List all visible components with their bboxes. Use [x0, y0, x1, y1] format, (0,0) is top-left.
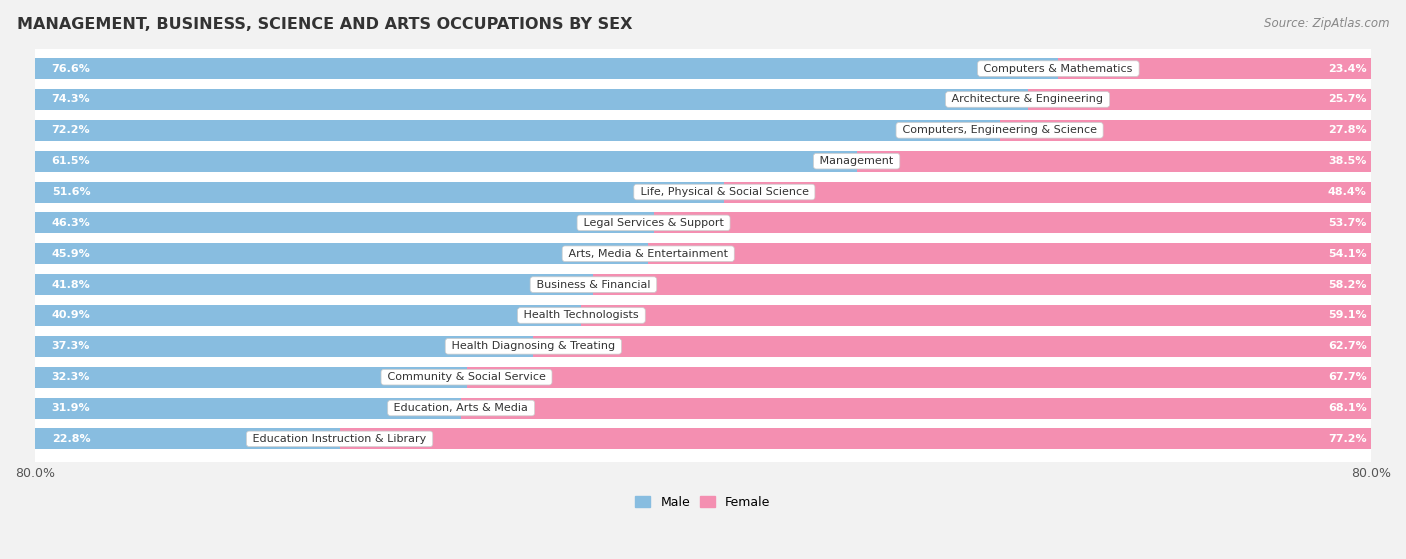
Text: Architecture & Engineering: Architecture & Engineering: [949, 94, 1107, 105]
Text: 58.2%: 58.2%: [1329, 280, 1367, 290]
Text: Life, Physical & Social Science: Life, Physical & Social Science: [637, 187, 813, 197]
Text: Community & Social Service: Community & Social Service: [384, 372, 550, 382]
Text: Source: ZipAtlas.com: Source: ZipAtlas.com: [1264, 17, 1389, 30]
Text: Management: Management: [817, 156, 897, 166]
Text: 40.9%: 40.9%: [52, 310, 90, 320]
Text: 27.8%: 27.8%: [1329, 125, 1367, 135]
Text: 51.6%: 51.6%: [52, 187, 90, 197]
Bar: [461, 397, 1371, 419]
Text: 77.2%: 77.2%: [1329, 434, 1367, 444]
Bar: [1059, 58, 1371, 79]
Text: 76.6%: 76.6%: [52, 64, 90, 74]
Text: 72.2%: 72.2%: [52, 125, 90, 135]
Legend: Male, Female: Male, Female: [630, 491, 776, 514]
Text: Computers, Engineering & Science: Computers, Engineering & Science: [898, 125, 1101, 135]
Bar: [35, 212, 654, 233]
Text: 32.3%: 32.3%: [52, 372, 90, 382]
Text: 38.5%: 38.5%: [1329, 156, 1367, 166]
Bar: [35, 89, 1028, 110]
FancyBboxPatch shape: [28, 322, 1378, 371]
Bar: [467, 367, 1371, 388]
Text: Legal Services & Support: Legal Services & Support: [579, 218, 727, 228]
Bar: [35, 274, 593, 295]
FancyBboxPatch shape: [28, 353, 1378, 401]
Bar: [35, 182, 724, 202]
Text: 25.7%: 25.7%: [1329, 94, 1367, 105]
Text: 53.7%: 53.7%: [1329, 218, 1367, 228]
Text: Computers & Mathematics: Computers & Mathematics: [980, 64, 1136, 74]
Text: 67.7%: 67.7%: [1329, 372, 1367, 382]
Text: Education Instruction & Library: Education Instruction & Library: [249, 434, 430, 444]
FancyBboxPatch shape: [28, 260, 1378, 309]
Text: 45.9%: 45.9%: [52, 249, 90, 259]
Text: 41.8%: 41.8%: [52, 280, 90, 290]
Text: 68.1%: 68.1%: [1329, 403, 1367, 413]
Bar: [582, 305, 1371, 326]
Bar: [593, 274, 1371, 295]
Bar: [35, 151, 856, 172]
Text: 74.3%: 74.3%: [52, 94, 90, 105]
Text: 61.5%: 61.5%: [52, 156, 90, 166]
Bar: [35, 305, 582, 326]
Bar: [648, 243, 1371, 264]
FancyBboxPatch shape: [28, 198, 1378, 247]
FancyBboxPatch shape: [28, 291, 1378, 340]
Bar: [35, 397, 461, 419]
FancyBboxPatch shape: [28, 229, 1378, 278]
Bar: [35, 58, 1059, 79]
Bar: [533, 336, 1371, 357]
Text: 31.9%: 31.9%: [52, 403, 90, 413]
Text: Education, Arts & Media: Education, Arts & Media: [391, 403, 531, 413]
Bar: [1000, 120, 1371, 141]
Text: 48.4%: 48.4%: [1327, 187, 1367, 197]
Text: MANAGEMENT, BUSINESS, SCIENCE AND ARTS OCCUPATIONS BY SEX: MANAGEMENT, BUSINESS, SCIENCE AND ARTS O…: [17, 17, 633, 32]
Text: 54.1%: 54.1%: [1329, 249, 1367, 259]
FancyBboxPatch shape: [28, 75, 1378, 124]
Text: 59.1%: 59.1%: [1329, 310, 1367, 320]
Bar: [340, 428, 1371, 449]
Bar: [1028, 89, 1371, 110]
Text: Health Technologists: Health Technologists: [520, 310, 643, 320]
FancyBboxPatch shape: [28, 106, 1378, 155]
FancyBboxPatch shape: [28, 415, 1378, 463]
Bar: [35, 367, 467, 388]
Bar: [724, 182, 1371, 202]
Text: Arts, Media & Entertainment: Arts, Media & Entertainment: [565, 249, 731, 259]
Bar: [35, 120, 1000, 141]
FancyBboxPatch shape: [28, 383, 1378, 433]
FancyBboxPatch shape: [28, 168, 1378, 216]
Bar: [35, 243, 648, 264]
Text: Business & Financial: Business & Financial: [533, 280, 654, 290]
Bar: [654, 212, 1371, 233]
Bar: [35, 428, 340, 449]
Text: 62.7%: 62.7%: [1329, 342, 1367, 351]
Text: 22.8%: 22.8%: [52, 434, 90, 444]
Bar: [35, 336, 533, 357]
Text: 23.4%: 23.4%: [1329, 64, 1367, 74]
FancyBboxPatch shape: [28, 137, 1378, 186]
FancyBboxPatch shape: [28, 44, 1378, 93]
Text: 37.3%: 37.3%: [52, 342, 90, 351]
Bar: [856, 151, 1371, 172]
Text: Health Diagnosing & Treating: Health Diagnosing & Treating: [449, 342, 619, 351]
Text: 46.3%: 46.3%: [52, 218, 90, 228]
